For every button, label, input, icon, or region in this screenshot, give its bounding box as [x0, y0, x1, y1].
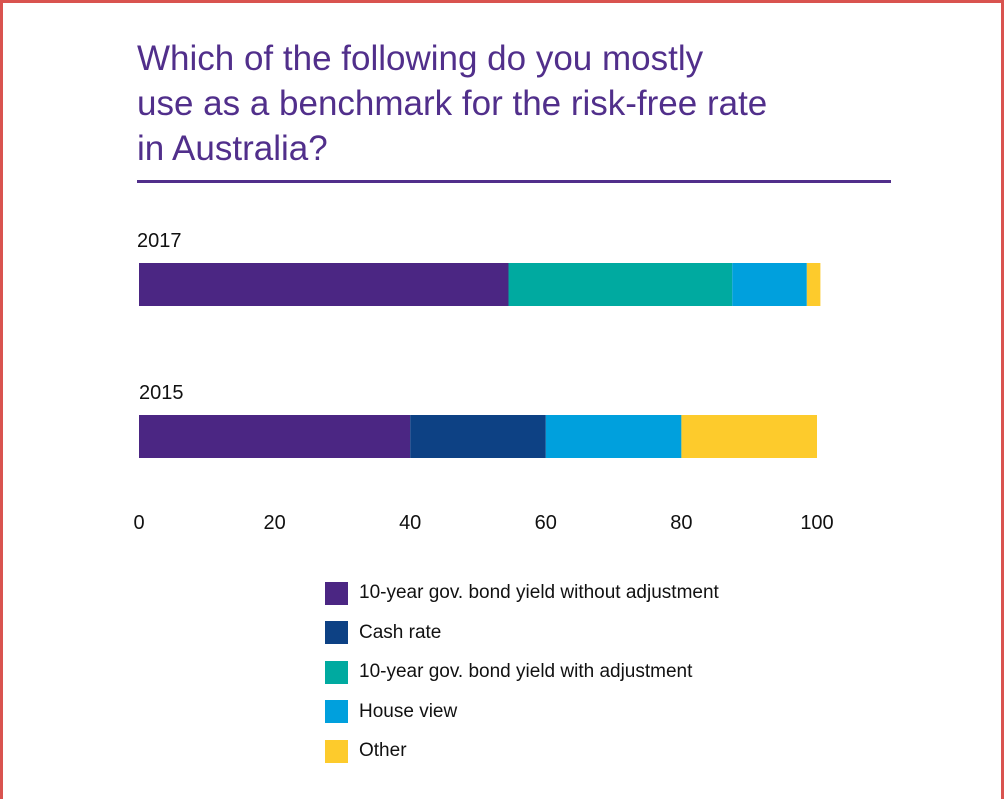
legend-swatch [325, 660, 348, 684]
legend-item: Cash rate [325, 620, 719, 646]
bar-2017-series-2 [508, 263, 733, 306]
legend-item: House view [325, 699, 719, 725]
chart-title: Which of the following do you mostly use… [137, 39, 768, 168]
legend-item: 10-year gov. bond yield with adjustment [325, 659, 719, 685]
legend-swatch [325, 739, 348, 763]
category-label-2015: 2015 [139, 382, 184, 404]
bar-2017-series-0 [139, 263, 509, 306]
legend-label: House view [359, 700, 458, 722]
bar-2015-series-0 [139, 415, 411, 458]
legend-item: Other [325, 738, 719, 764]
bar-2015-series-3 [545, 415, 682, 458]
legend-label: Other [359, 740, 407, 761]
legend-swatch [325, 700, 348, 723]
x-tick-label: 100 [800, 512, 833, 534]
title-divider [137, 180, 891, 183]
bar-2015-series-4 [681, 415, 817, 458]
bar-2015-series-1 [410, 415, 546, 458]
stacked-bar-chart: 0 20 40 60 80 100 [133, 263, 834, 534]
bar-2017-series-4 [806, 263, 821, 306]
legend-label: 10-year gov. bond yield without adjustme… [359, 582, 719, 603]
legend-swatch [325, 581, 348, 605]
legend-swatch [325, 621, 348, 644]
x-tick-label: 60 [535, 512, 557, 534]
category-label-2017: 2017 [137, 230, 182, 252]
x-tick-label: 0 [133, 512, 144, 534]
legend-item: 10-year gov. bond yield without adjustme… [325, 580, 719, 606]
legend-label: Cash rate [359, 621, 442, 643]
x-tick-label: 80 [670, 512, 692, 534]
legend-label: 10-year gov. bond yield with adjustment [359, 661, 693, 682]
x-tick-label: 20 [263, 512, 285, 534]
x-tick-label: 40 [399, 512, 421, 534]
legend: 10-year gov. bond yield without adjustme… [325, 580, 719, 778]
bar-2017-series-3 [732, 263, 807, 306]
